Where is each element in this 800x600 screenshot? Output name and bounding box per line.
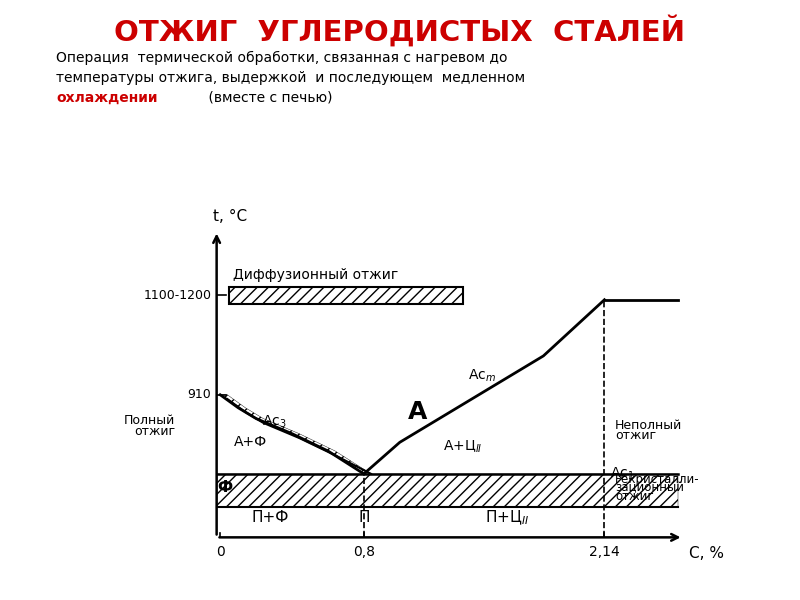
- Text: Ф: Ф: [217, 480, 232, 495]
- Text: температуры отжига, выдержкой  и последующем  медленном: температуры отжига, выдержкой и последую…: [56, 71, 525, 85]
- Text: отжиг: отжиг: [615, 430, 656, 442]
- Text: П+Ф: П+Ф: [252, 511, 289, 526]
- Text: 1100-1200: 1100-1200: [143, 289, 211, 302]
- Text: 0: 0: [216, 545, 225, 559]
- Text: отжиг: отжиг: [615, 490, 654, 503]
- Text: Рекристалли-: Рекристалли-: [615, 473, 700, 485]
- Text: Ас$_3$: Ас$_3$: [262, 414, 286, 430]
- Text: С, %: С, %: [689, 546, 724, 561]
- Bar: [230, 287, 462, 304]
- Text: 0,8: 0,8: [353, 545, 375, 559]
- Text: А: А: [408, 400, 427, 424]
- Text: А+Ц$_{II}$: А+Ц$_{II}$: [443, 439, 482, 455]
- Text: зационный: зационный: [615, 481, 684, 494]
- Text: Операция  термической обработки, связанная с нагревом до: Операция термической обработки, связанна…: [56, 51, 507, 65]
- Text: 2,14: 2,14: [589, 545, 620, 559]
- Text: П: П: [358, 511, 370, 526]
- Text: Ас$_1$: Ас$_1$: [610, 466, 634, 482]
- Text: Полный: Полный: [124, 414, 175, 427]
- Text: А+Ф: А+Ф: [234, 436, 267, 449]
- Text: t, °С: t, °С: [213, 209, 247, 224]
- Text: охлаждении: охлаждении: [56, 91, 158, 104]
- Text: Ас$_m$: Ас$_m$: [468, 367, 496, 383]
- Text: ОТЖИГ  УГЛЕРОДИСТЫХ  СТАЛЕЙ: ОТЖИГ УГЛЕРОДИСТЫХ СТАЛЕЙ: [114, 15, 686, 47]
- Text: Диффузионный отжиг: Диффузионный отжиг: [233, 268, 398, 282]
- Text: (вместе с печью): (вместе с печью): [204, 91, 333, 104]
- Text: П+Ц$_{II}$: П+Ц$_{II}$: [486, 509, 530, 527]
- Text: отжиг: отжиг: [134, 425, 175, 438]
- Text: Неполный: Неполный: [615, 419, 682, 431]
- Text: 910: 910: [187, 388, 211, 401]
